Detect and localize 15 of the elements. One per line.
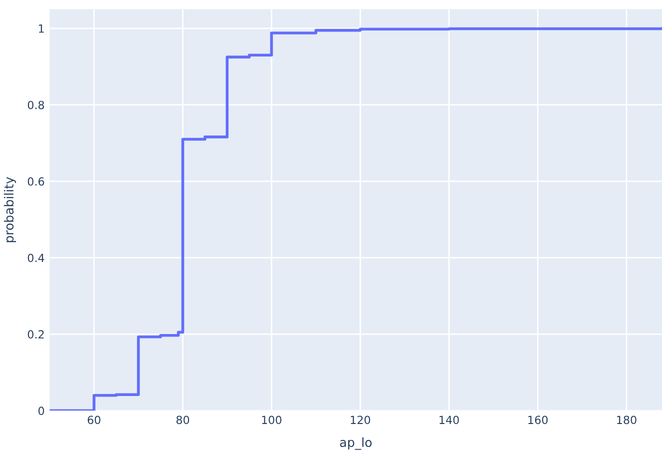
x-axis-title: ap_lo (340, 437, 372, 450)
x-tick-label: 100 (262, 416, 282, 424)
y-tick-label: 0.6 (28, 177, 44, 186)
y-tick-label: 0.2 (28, 330, 44, 339)
x-tick-label: 60 (88, 416, 100, 424)
x-tick-label: 160 (528, 416, 548, 424)
x-tick-label: 140 (440, 416, 459, 424)
y-tick-label: 0 (38, 406, 44, 416)
y-tick-label: 0.4 (28, 254, 44, 262)
x-tick-label: 120 (350, 416, 370, 424)
y-tick-label: 1 (38, 24, 44, 33)
x-tick-label: 180 (617, 416, 636, 424)
x-tick-label: 80 (176, 416, 190, 424)
y-tick-label: 0.8 (28, 100, 44, 110)
y-axis-title: probability (4, 176, 16, 242)
